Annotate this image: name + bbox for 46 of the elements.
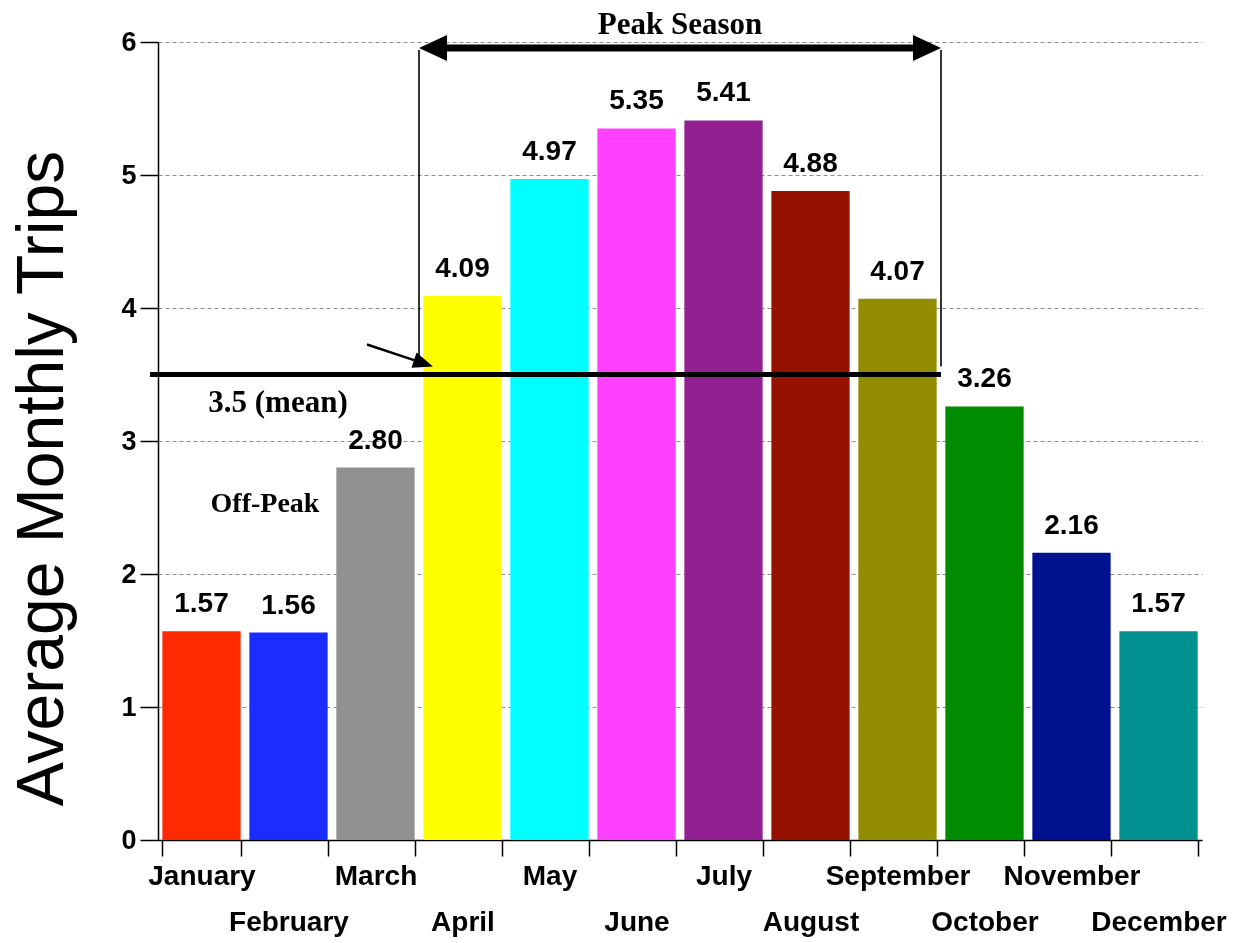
bar — [1032, 552, 1111, 840]
bar — [510, 178, 589, 840]
data-label: 5.35 — [609, 84, 664, 116]
y-tick-label: 2 — [121, 558, 137, 589]
x-tick-label: January — [148, 859, 257, 891]
data-label: 4.07 — [870, 254, 925, 286]
x-tick-label: October — [931, 905, 1039, 937]
data-label: 2.16 — [1044, 508, 1099, 540]
bar — [858, 298, 937, 840]
x-tick-label: September — [825, 859, 971, 891]
data-label: 3.26 — [957, 362, 1012, 394]
x-tick-label: March — [334, 859, 418, 891]
y-axis-title: Average Monthly Trips — [2, 150, 77, 807]
y-tick-label: 5 — [121, 159, 137, 190]
bar — [684, 120, 763, 840]
x-tick-label: June — [604, 905, 670, 937]
x-tick-label: August — [762, 905, 860, 937]
y-tick-label: 6 — [121, 26, 137, 57]
ref-line-label: 3.5 (mean) — [208, 383, 348, 419]
x-tick-label: November — [1003, 859, 1141, 891]
data-label: 1.57 — [1131, 587, 1186, 619]
bar — [249, 632, 328, 840]
text: Peak Season — [597, 6, 763, 41]
data-label: 5.41 — [696, 76, 751, 108]
bar — [162, 631, 241, 840]
bar — [597, 128, 676, 840]
x-tick-label: May — [522, 859, 578, 891]
x-tick-label: April — [431, 905, 495, 937]
data-label: 2.80 — [348, 423, 403, 455]
data-label: 4.88 — [783, 146, 838, 178]
bar — [771, 190, 850, 840]
bar — [945, 406, 1024, 840]
x-tick-label: February — [229, 905, 350, 937]
data-label: 4.09 — [435, 252, 490, 284]
bar — [1119, 631, 1198, 840]
data-label: 4.97 — [522, 134, 577, 166]
bar — [423, 296, 502, 840]
data-label: 1.57 — [174, 587, 229, 619]
y-tick-label: 1 — [121, 691, 137, 722]
x-tick-label: December — [1091, 905, 1227, 937]
data-label: 1.56 — [261, 588, 316, 620]
annotation: Off-Peak — [210, 487, 320, 518]
x-tick-label: July — [695, 859, 753, 891]
y-tick-label: 4 — [121, 292, 137, 323]
y-tick-label: 0 — [121, 824, 137, 855]
y-tick-label: 3 — [121, 425, 137, 456]
